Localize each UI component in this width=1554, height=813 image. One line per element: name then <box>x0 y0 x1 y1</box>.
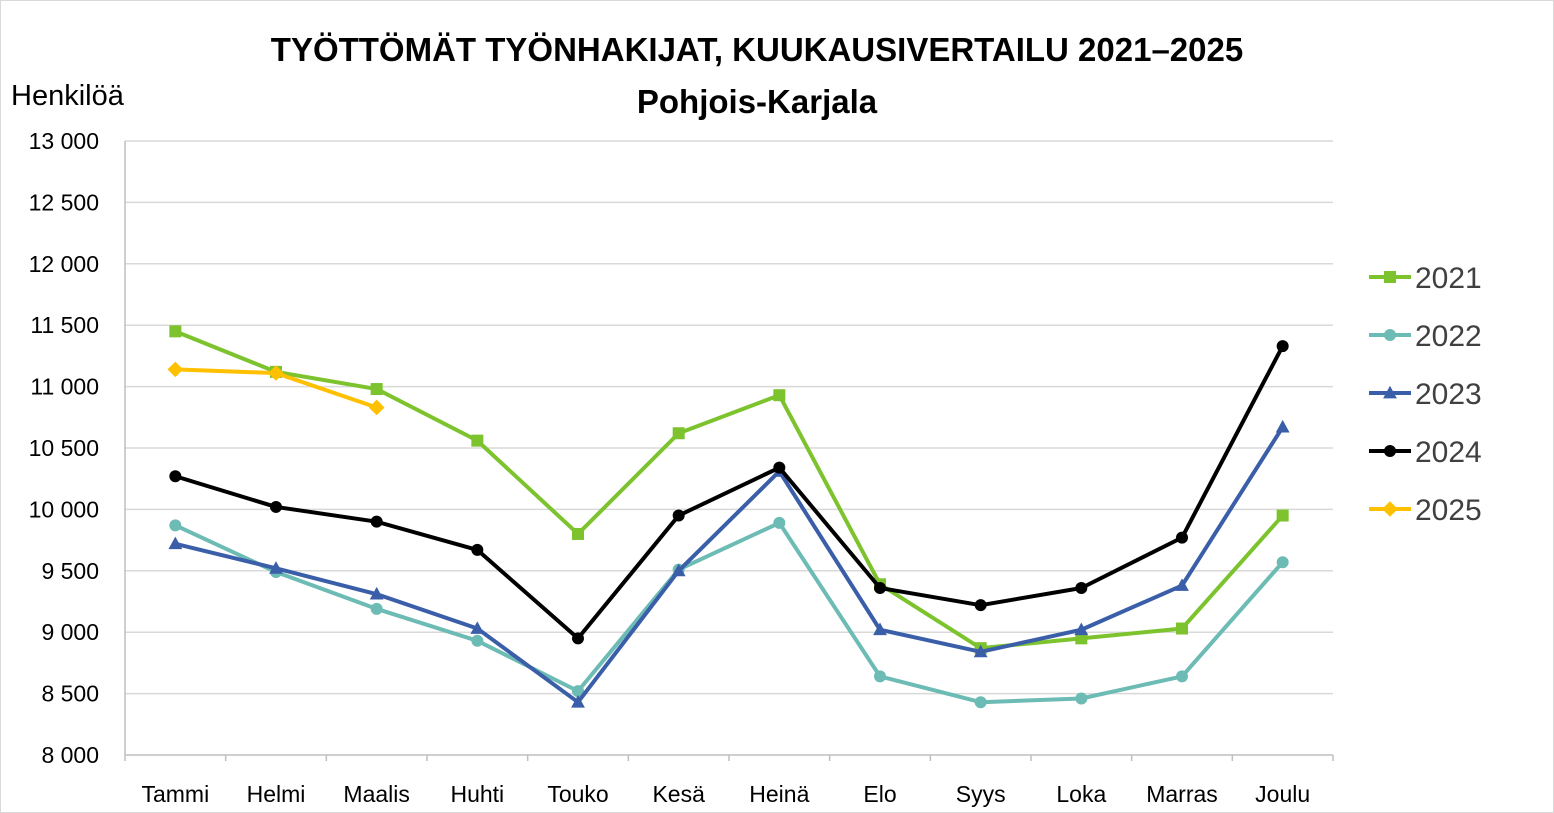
x-tick-label: Marras <box>1146 781 1218 807</box>
data-point <box>169 519 182 532</box>
data-point <box>370 515 383 528</box>
data-point <box>169 470 182 483</box>
data-point <box>369 586 384 600</box>
x-tick-label: Touko <box>547 781 608 807</box>
data-point <box>470 621 485 634</box>
series-lines <box>167 325 1290 709</box>
data-point <box>572 527 584 540</box>
data-point <box>873 622 887 636</box>
legend-label: 2024 <box>1415 436 1482 469</box>
y-tick-label: 9 500 <box>41 558 99 584</box>
y-tick-label: 8 500 <box>41 681 99 707</box>
data-point <box>270 500 282 513</box>
data-point <box>773 516 786 529</box>
series-line-2023 <box>174 426 1285 705</box>
series-line-2021 <box>174 329 1285 651</box>
legend-item-2022: 2022 <box>1369 320 1482 353</box>
x-tick-label: Maalis <box>343 781 409 807</box>
data-point <box>471 543 484 556</box>
data-point <box>672 509 685 522</box>
legend: 2021 2022 2023 2024 2025 <box>1369 262 1482 527</box>
legend-label: 2021 <box>1415 262 1482 295</box>
axes: 8 000 8 500 9 000 9 500 10 000 10 500 11 000 11… <box>29 128 1334 807</box>
data-point <box>1176 531 1188 544</box>
x-tick-label: Heinä <box>749 781 809 807</box>
gridlines <box>125 140 1333 695</box>
data-point <box>1075 581 1088 594</box>
legend-marker <box>1383 385 1397 399</box>
series-2025 <box>167 361 385 416</box>
y-tick-label: 11 000 <box>30 374 99 400</box>
data-point <box>572 632 584 645</box>
series-line-2022 <box>174 520 1285 705</box>
x-tick-label: Elo <box>863 781 896 807</box>
data-point <box>974 599 987 612</box>
data-point <box>368 399 385 416</box>
data-point <box>572 685 584 698</box>
data-point <box>167 361 184 378</box>
y-tick-label: 9 000 <box>41 619 99 645</box>
data-point <box>1276 556 1289 569</box>
data-point <box>1075 692 1088 705</box>
data-point <box>1175 578 1189 591</box>
data-point <box>169 325 182 338</box>
y-tick-label: 11 500 <box>30 312 99 338</box>
legend-item-2023: 2023 <box>1369 378 1482 411</box>
x-tick-label: Huhti <box>450 781 504 807</box>
data-point <box>370 383 383 396</box>
x-tick-label: Helmi <box>247 781 306 807</box>
y-tick-label: 12 500 <box>29 189 99 215</box>
data-point <box>1276 340 1289 353</box>
data-point <box>974 696 987 709</box>
data-point <box>874 581 886 594</box>
legend-item-2024: 2024 <box>1369 436 1482 469</box>
data-point <box>874 670 886 683</box>
data-point <box>268 365 284 381</box>
data-point <box>671 563 686 577</box>
y-tick-label: 8 000 <box>41 742 99 768</box>
series-2023 <box>168 419 1290 708</box>
legend-label: 2023 <box>1415 378 1482 411</box>
series-2024 <box>169 340 1289 645</box>
legend-marker <box>1382 501 1398 517</box>
data-point <box>1176 622 1188 635</box>
data-point <box>571 694 585 708</box>
data-point <box>672 427 685 440</box>
data-point <box>773 389 786 402</box>
legend-marker <box>1384 271 1396 283</box>
data-point <box>773 461 786 474</box>
data-point <box>370 602 383 615</box>
data-point <box>1276 509 1289 522</box>
x-tick-label: Kesä <box>652 781 705 807</box>
data-point <box>1074 622 1089 636</box>
data-point <box>471 434 484 447</box>
x-tick-label: Syys <box>956 781 1006 807</box>
x-tick-label: Tammi <box>141 781 209 807</box>
y-tick-label: 10 500 <box>29 435 99 461</box>
x-tick-label: Loka <box>1056 781 1106 807</box>
chart-subtitle: Pohjois-Karjala <box>637 83 878 120</box>
data-point <box>471 634 484 647</box>
legend-item-2021: 2021 <box>1369 262 1482 295</box>
y-tick-label: 12 000 <box>29 251 99 277</box>
data-point <box>1176 670 1188 683</box>
legend-item-2025: 2025 <box>1369 494 1482 527</box>
data-point <box>1275 419 1290 433</box>
data-point <box>1075 632 1088 645</box>
legend-marker <box>1384 445 1396 457</box>
data-point <box>168 536 183 550</box>
legend-marker <box>1384 329 1396 341</box>
y-tick-label: 13 000 <box>29 128 99 154</box>
legend-label: 2025 <box>1415 494 1482 527</box>
x-tick-label: Joulu <box>1255 781 1310 807</box>
series-line-2024 <box>174 345 1285 641</box>
y-tick-label: 10 000 <box>29 496 99 522</box>
data-point <box>973 644 988 658</box>
chart-title: TYÖTTÖMÄT TYÖNHAKIJAT, KUUKAUSIVERTAILU … <box>271 31 1243 68</box>
legend-label: 2022 <box>1415 320 1482 353</box>
data-point <box>269 561 283 574</box>
y-axis-label: Henkilöä <box>11 80 125 112</box>
